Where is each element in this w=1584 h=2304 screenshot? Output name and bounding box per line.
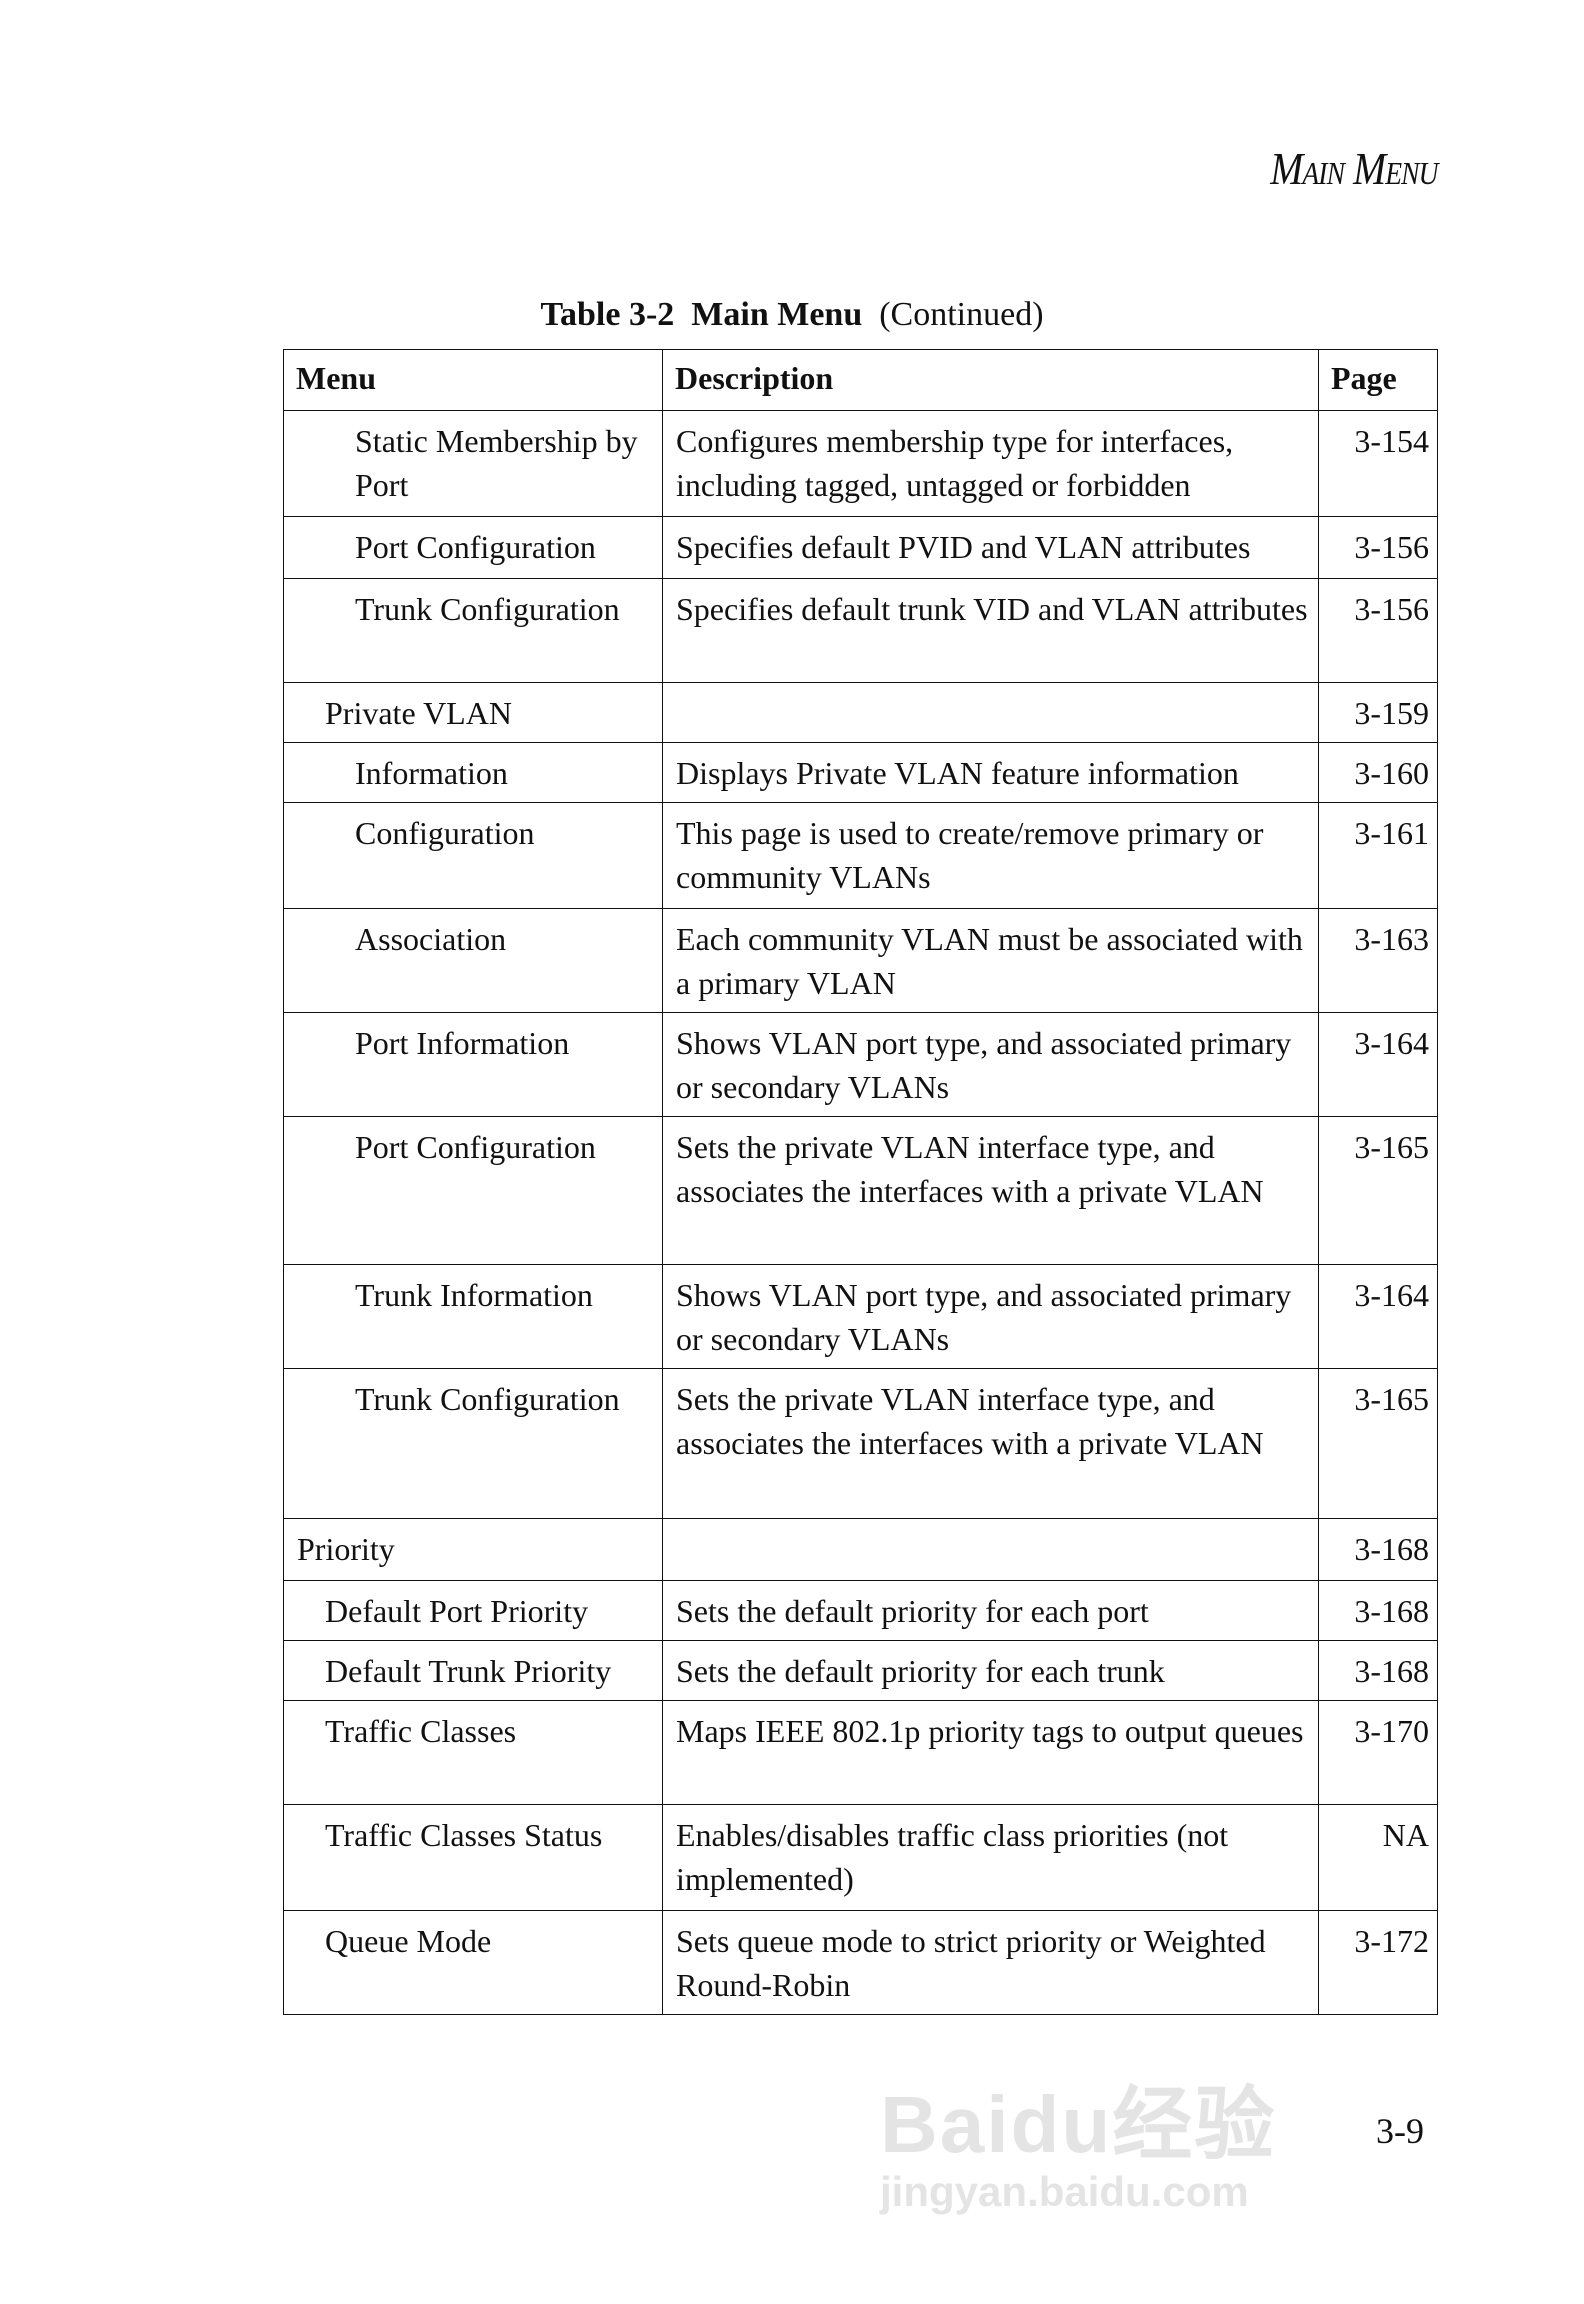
menu-item: Port Configuration xyxy=(355,1129,596,1165)
description-cell: Configures membership type for interface… xyxy=(662,410,1319,517)
menu-cell: Default Port Priority xyxy=(283,1580,663,1641)
menu-cell: Traffic Classes xyxy=(283,1700,663,1805)
page-cell: 3-156 xyxy=(1318,516,1438,579)
header-page: Page xyxy=(1318,349,1438,411)
menu-item: Default Port Priority xyxy=(325,1593,589,1629)
menu-item: Port Configuration xyxy=(355,529,596,565)
description-cell: Shows VLAN port type, and associated pri… xyxy=(662,1012,1319,1117)
page-cell: 3-172 xyxy=(1318,1910,1438,2015)
header-description: Description xyxy=(662,349,1319,411)
page-cell: 3-168 xyxy=(1318,1518,1438,1581)
description-cell: Sets the default priority for each trunk xyxy=(662,1640,1319,1701)
page-cell: 3-165 xyxy=(1318,1116,1438,1265)
table-row: Information Displays Private VLAN feature… xyxy=(283,742,1438,803)
header-menu: Menu xyxy=(283,349,663,411)
description-cell: Sets the default priority for each port xyxy=(662,1580,1319,1641)
description-cell: Enables/disables traffic class prioritie… xyxy=(662,1804,1319,1911)
page-cell: NA xyxy=(1318,1804,1438,1911)
description-cell: This page is used to create/remove prima… xyxy=(662,802,1319,909)
description-cell: Sets the private VLAN interface type, an… xyxy=(662,1116,1319,1265)
description-cell: Displays Private VLAN feature informatio… xyxy=(662,742,1319,803)
table-row: Trunk Configuration Sets the private VLAN… xyxy=(283,1368,1438,1519)
menu-item: Traffic Classes Status xyxy=(325,1817,603,1853)
table-row: Default Port Priority Sets the default pr… xyxy=(283,1580,1438,1641)
menu-cell: Port Information xyxy=(283,1012,663,1117)
running-head: Main Menu xyxy=(1270,143,1439,194)
page-cell: 3-160 xyxy=(1318,742,1438,803)
caption-note: (Continued) xyxy=(879,296,1044,333)
menu-cell: Trunk Configuration xyxy=(283,578,663,683)
page-cell: 3-164 xyxy=(1318,1264,1438,1369)
menu-cell: Configuration xyxy=(283,802,663,909)
menu-cell: Queue Mode xyxy=(283,1910,663,2015)
table-row: Configuration This page is used to create… xyxy=(283,802,1438,909)
description-cell: Sets the private VLAN interface type, an… xyxy=(662,1368,1319,1519)
page-cell: 3-163 xyxy=(1318,908,1438,1013)
table-row: Traffic Classes Maps IEEE 802.1p priority… xyxy=(283,1700,1438,1805)
description-cell xyxy=(662,682,1319,743)
table-row: Trunk Configuration Specifies default tru… xyxy=(283,578,1438,683)
table-row: Queue Mode Sets queue mode to strict prio… xyxy=(283,1910,1438,2015)
menu-cell: Trunk Configuration xyxy=(283,1368,663,1519)
page-number: 3-9 xyxy=(1376,2111,1424,2151)
table-row: Association Each community VLAN must be a… xyxy=(283,908,1438,1013)
menu-cell: Port Configuration xyxy=(283,1116,663,1265)
description-cell: Specifies default PVID and VLAN attribut… xyxy=(662,516,1319,579)
menu-cell: Port Configuration xyxy=(283,516,663,579)
watermark-url: jingyan.baidu.com xyxy=(880,2168,1249,2215)
menu-item: Port Information xyxy=(355,1025,570,1061)
menu-item: Trunk Information xyxy=(355,1277,593,1313)
menu-cell: Association xyxy=(283,908,663,1013)
menu-item: Association xyxy=(355,921,507,957)
page-cell: 3-159 xyxy=(1318,682,1438,743)
table-row: Port Configuration Sets the private VLAN … xyxy=(283,1116,1438,1265)
menu-item: Default Trunk Priority xyxy=(325,1653,612,1689)
table-caption: Table 3-2 Main Menu (Continued) xyxy=(0,296,1584,334)
description-cell: Specifies default trunk VID and VLAN att… xyxy=(662,578,1319,683)
menu-item: Configuration xyxy=(355,815,535,851)
menu-cell: Priority xyxy=(283,1518,663,1581)
table-row: Static Membership by Port Configures memb… xyxy=(283,410,1438,517)
menu-cell: Default Trunk Priority xyxy=(283,1640,663,1701)
menu-cell: Static Membership by Port xyxy=(283,410,663,517)
menu-cell: Traffic Classes Status xyxy=(283,1804,663,1911)
menu-item: Private VLAN xyxy=(325,695,512,731)
page-cell: 3-164 xyxy=(1318,1012,1438,1117)
menu-item: Trunk Configuration xyxy=(355,591,620,627)
table-row: Trunk Information Shows VLAN port type, a… xyxy=(283,1264,1438,1369)
watermark-logo: Baidu经验 xyxy=(880,2080,1277,2169)
description-cell: Maps IEEE 802.1p priority tags to output… xyxy=(662,1700,1319,1805)
page-cell: 3-170 xyxy=(1318,1700,1438,1805)
table-row: Default Trunk Priority Sets the default p… xyxy=(283,1640,1438,1701)
table-row: Port Configuration Specifies default PVID… xyxy=(283,516,1438,579)
description-cell: Each community VLAN must be associated w… xyxy=(662,908,1319,1013)
menu-item: Traffic Classes xyxy=(325,1713,517,1749)
menu-cell: Private VLAN xyxy=(283,682,663,743)
description-cell: Shows VLAN port type, and associated pri… xyxy=(662,1264,1319,1369)
caption-title: Main Menu xyxy=(691,296,863,333)
caption-label: Table 3-2 xyxy=(540,296,675,333)
menu-item: Trunk Configuration xyxy=(355,1381,620,1417)
description-cell xyxy=(662,1518,1319,1581)
page-cell: 3-168 xyxy=(1318,1580,1438,1641)
menu-item: Static Membership by Port xyxy=(355,423,638,503)
table-row: Private VLAN 3-159 xyxy=(283,682,1438,743)
page-cell: 3-168 xyxy=(1318,1640,1438,1701)
table-row: Traffic Classes Status Enables/disables t… xyxy=(283,1804,1438,1911)
table-header-row: Menu Description Page xyxy=(283,349,1438,411)
baidu-watermark: Baidu经验 jingyan.baidu.com xyxy=(880,2060,1276,2216)
table-row: Priority 3-168 xyxy=(283,1518,1438,1581)
menu-cell: Trunk Information xyxy=(283,1264,663,1369)
page-cell: 3-156 xyxy=(1318,578,1438,683)
page-cell: 3-161 xyxy=(1318,802,1438,909)
description-cell: Sets queue mode to strict priority or We… xyxy=(662,1910,1319,2015)
menu-item: Information xyxy=(355,755,508,791)
page-cell: 3-154 xyxy=(1318,410,1438,517)
menu-item: Priority xyxy=(297,1531,395,1567)
main-menu-table: Menu Description Page Static Membership … xyxy=(283,349,1438,2015)
menu-item: Queue Mode xyxy=(325,1923,492,1959)
page-cell: 3-165 xyxy=(1318,1368,1438,1519)
table-row: Port Information Shows VLAN port type, an… xyxy=(283,1012,1438,1117)
menu-cell: Information xyxy=(283,742,663,803)
